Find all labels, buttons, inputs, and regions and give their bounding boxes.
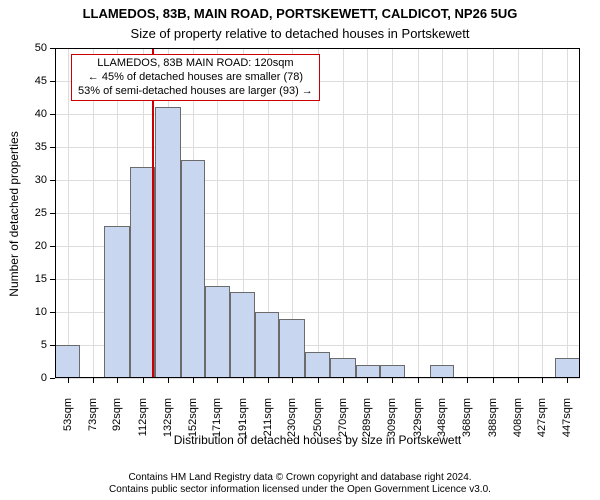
x-tick-label: 368sqm: [461, 398, 473, 448]
x-tick: [493, 378, 494, 383]
x-tick-label: 427sqm: [536, 398, 548, 448]
x-tick-label: 348sqm: [436, 398, 448, 448]
x-tick-label: 53sqm: [62, 398, 74, 448]
x-tick-label: 230sqm: [286, 398, 298, 448]
y-tick-label: 10: [0, 306, 47, 318]
x-tick-label: 270sqm: [337, 398, 349, 448]
y-tick-label: 20: [0, 240, 47, 252]
x-tick: [217, 378, 218, 383]
y-tick: [50, 81, 55, 82]
y-tick: [50, 180, 55, 181]
y-tick: [50, 345, 55, 346]
x-tick: [193, 378, 194, 383]
footer-line2: Contains public sector information licen…: [0, 484, 600, 496]
x-tick-label: 152sqm: [187, 398, 199, 448]
y-tick: [50, 279, 55, 280]
x-tick-label: 171sqm: [211, 398, 223, 448]
y-tick: [50, 147, 55, 148]
x-tick: [268, 378, 269, 383]
x-tick-label: 309sqm: [386, 398, 398, 448]
chart-title-line2: Size of property relative to detached ho…: [0, 26, 600, 41]
x-tick: [168, 378, 169, 383]
x-tick: [68, 378, 69, 383]
x-tick: [343, 378, 344, 383]
y-tick-label: 35: [0, 141, 47, 153]
y-tick-label: 15: [0, 273, 47, 285]
x-tick-label: 250sqm: [312, 398, 324, 448]
y-tick: [50, 213, 55, 214]
chart-title-line1: LLAMEDOS, 83B, MAIN ROAD, PORTSKEWETT, C…: [0, 6, 600, 21]
annotation-line3: 53% of semi-detached houses are larger (…: [78, 85, 313, 99]
x-tick-label: 73sqm: [87, 398, 99, 448]
y-tick: [50, 246, 55, 247]
x-tick-label: 211sqm: [262, 398, 274, 448]
x-tick: [467, 378, 468, 383]
x-tick: [367, 378, 368, 383]
y-tick-label: 50: [0, 42, 47, 54]
y-tick-label: 5: [0, 339, 47, 351]
y-tick-label: 40: [0, 108, 47, 120]
x-tick: [542, 378, 543, 383]
annotation-line2: ← 45% of detached houses are smaller (78…: [78, 71, 313, 85]
x-tick: [117, 378, 118, 383]
x-tick-label: 388sqm: [487, 398, 499, 448]
y-tick: [50, 114, 55, 115]
x-tick: [567, 378, 568, 383]
x-tick-label: 289sqm: [361, 398, 373, 448]
annotation-box: LLAMEDOS, 83B MAIN ROAD: 120sqm← 45% of …: [71, 54, 320, 101]
x-tick: [318, 378, 319, 383]
y-tick: [50, 312, 55, 313]
x-tick: [93, 378, 94, 383]
y-tick-label: 30: [0, 174, 47, 186]
x-tick: [243, 378, 244, 383]
x-tick: [518, 378, 519, 383]
y-tick-label: 45: [0, 75, 47, 87]
x-tick-label: 112sqm: [137, 398, 149, 448]
x-tick: [143, 378, 144, 383]
chart-container: LLAMEDOS, 83B, MAIN ROAD, PORTSKEWETT, C…: [0, 0, 600, 500]
x-tick-label: 92sqm: [111, 398, 123, 448]
footer-attribution: Contains HM Land Registry data © Crown c…: [0, 472, 600, 496]
x-tick: [418, 378, 419, 383]
x-tick-label: 132sqm: [162, 398, 174, 448]
x-tick-label: 447sqm: [561, 398, 573, 448]
x-tick: [292, 378, 293, 383]
y-tick-label: 0: [0, 372, 47, 384]
x-tick-label: 329sqm: [412, 398, 424, 448]
x-tick: [392, 378, 393, 383]
x-tick-label: 191sqm: [237, 398, 249, 448]
y-tick: [50, 48, 55, 49]
x-tick: [442, 378, 443, 383]
y-tick: [50, 378, 55, 379]
plot-area: LLAMEDOS, 83B MAIN ROAD: 120sqm← 45% of …: [55, 48, 580, 378]
footer-line1: Contains HM Land Registry data © Crown c…: [0, 472, 600, 484]
y-tick-label: 25: [0, 207, 47, 219]
annotation-line1: LLAMEDOS, 83B MAIN ROAD: 120sqm: [78, 57, 313, 71]
x-tick-label: 408sqm: [512, 398, 524, 448]
